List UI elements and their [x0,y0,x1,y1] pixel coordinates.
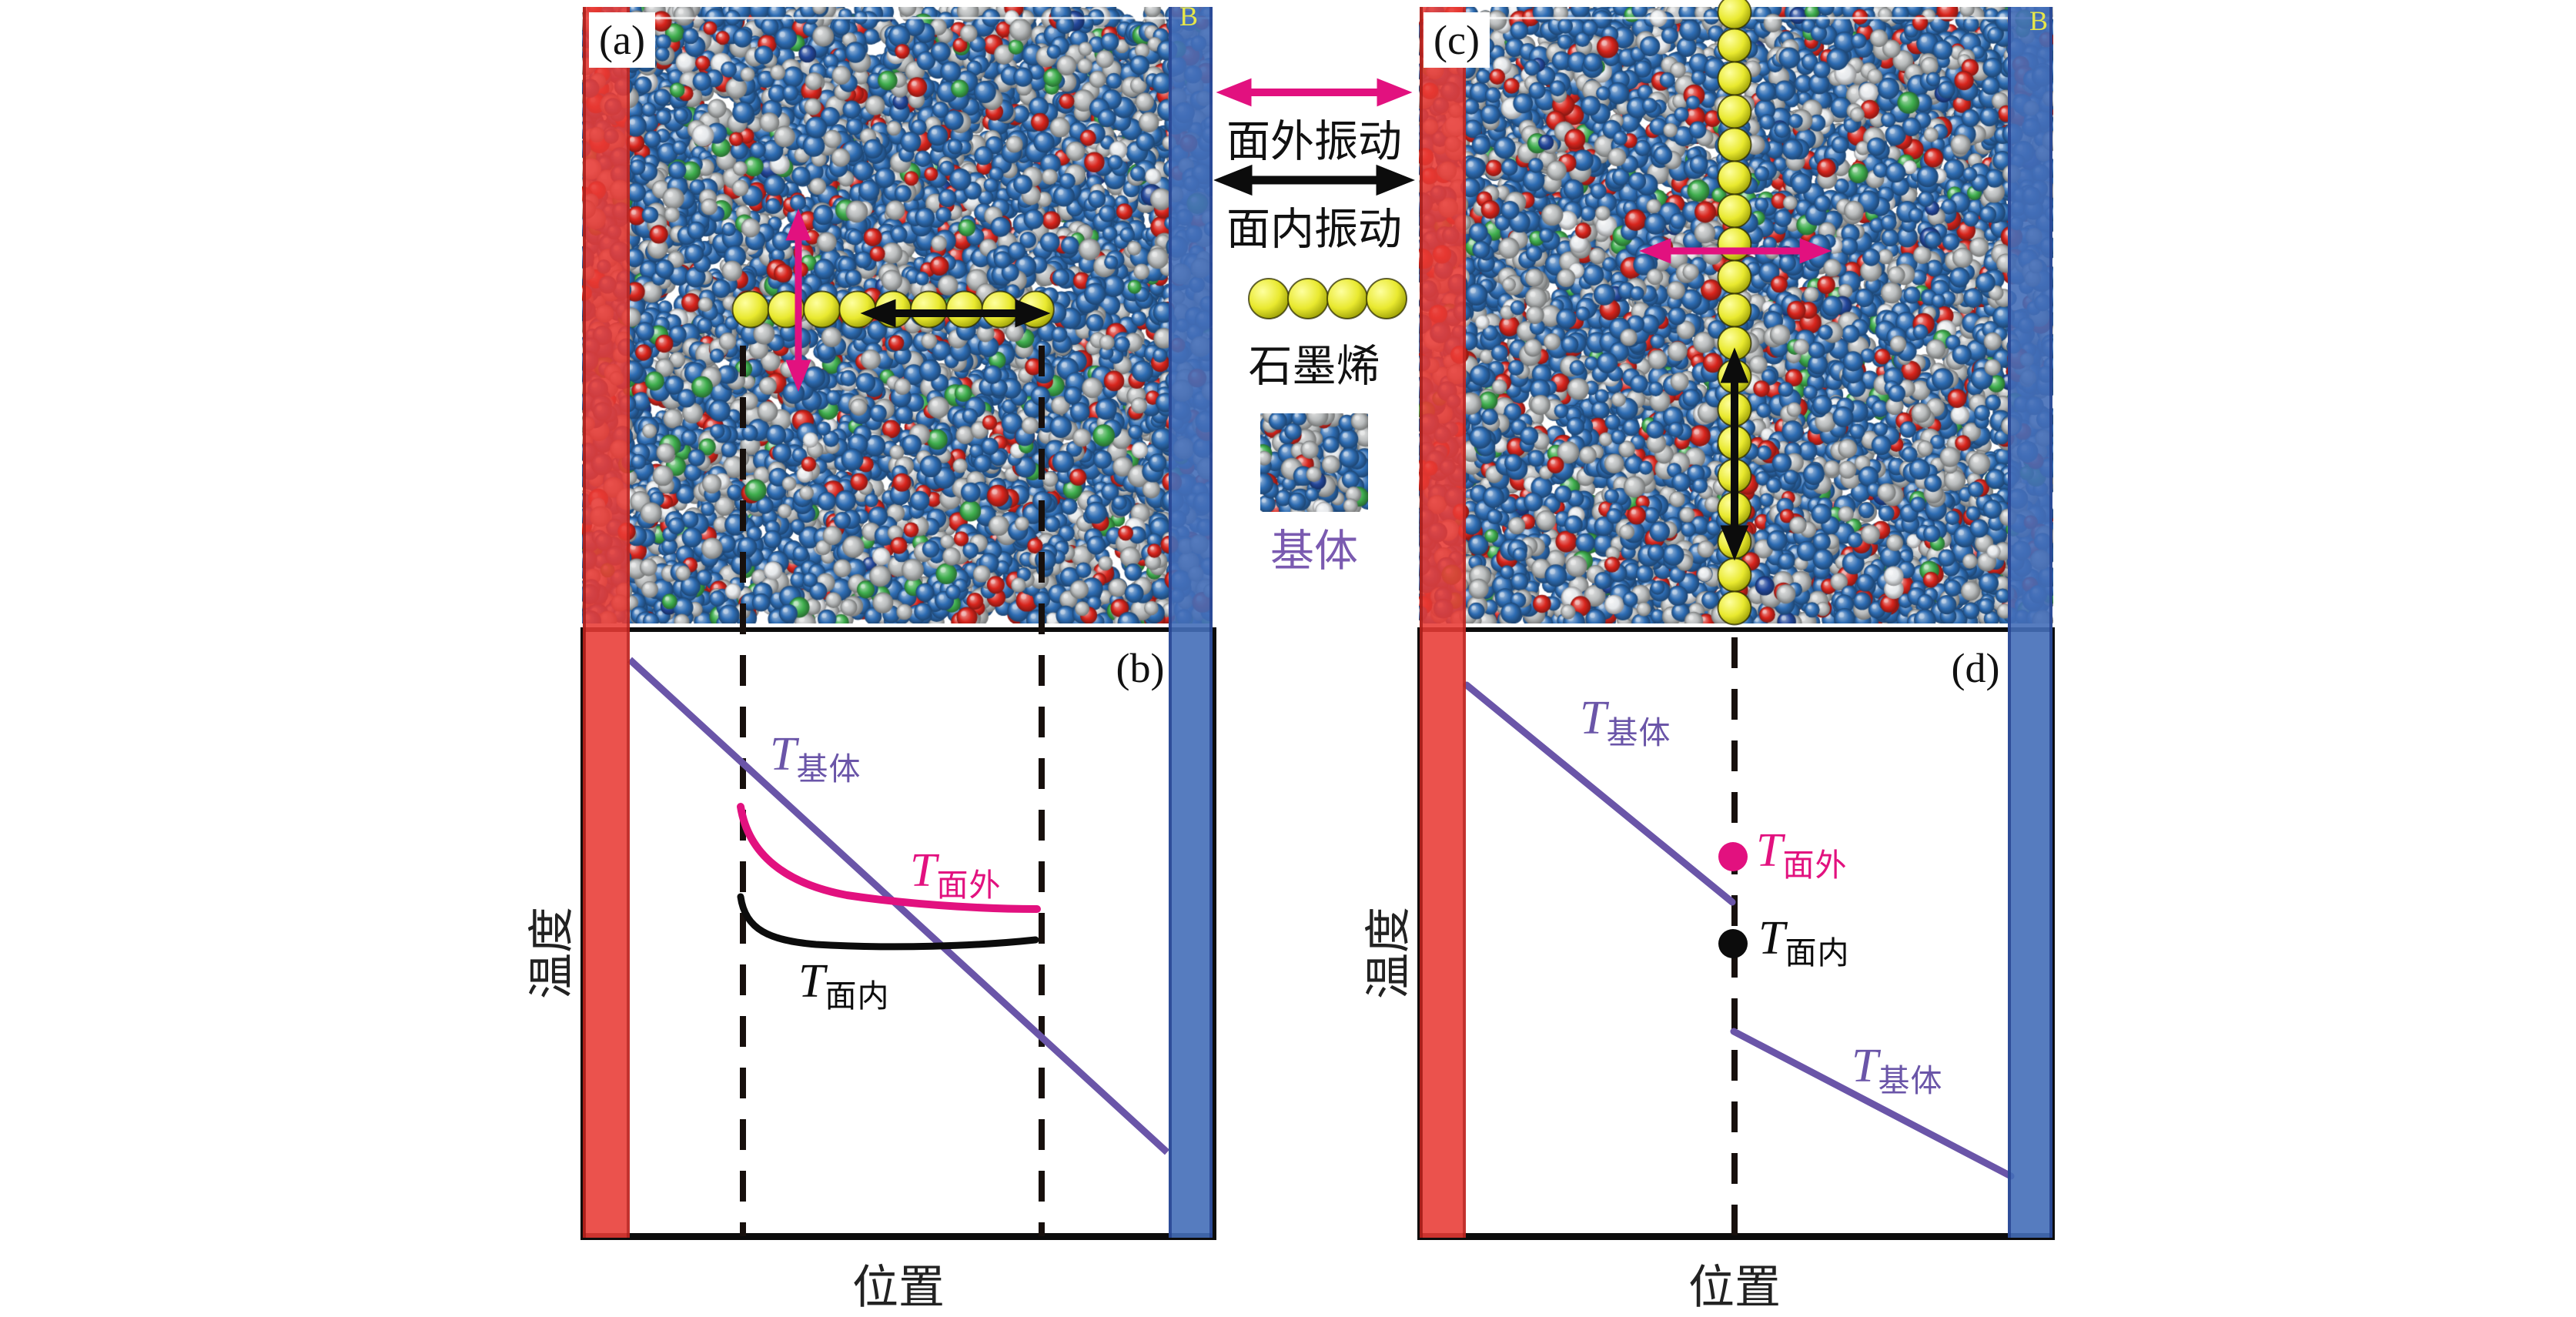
curve-label-matrix-d-hot: T基体 [1580,691,1671,750]
graphene-atom [1717,28,1752,63]
y-axis-label-b: 温度 [527,907,577,999]
graphene-atom [1287,278,1329,319]
label-T: T [1756,824,1783,877]
label-sub-in-plane: 面内 [825,978,890,1014]
graphene-atom [1717,94,1752,129]
graphene-atom [1717,0,1752,30]
label-sub-matrix: 基体 [796,751,861,787]
label-sub-out-of-plane: 面外 [936,867,1002,903]
label-sub-in-plane: 面内 [1785,935,1850,971]
label-T: T [1580,692,1607,744]
legend-in-plane-label: 面内振动 [1226,206,1402,254]
panel-label-a: (a) [589,12,655,68]
curve-label-in-plane-d: T面内 [1758,911,1849,971]
label-sub-out-of-plane: 面外 [1782,847,1848,883]
label-T: T [910,844,937,897]
graphene-atom [1326,278,1368,319]
legend-out-of-plane-label: 面外振动 [1226,118,1402,166]
label-T: T [1758,912,1785,964]
panel-label-d: (d) [1951,645,2000,691]
y-axis-label-d: 温度 [1363,907,1414,999]
graphene-atom [1717,590,1752,626]
matrix-temperature-line-d-cold-side [1730,1028,2015,1180]
graphene-legend-spheres [1248,278,1407,319]
box-corner-marker-c: B [2029,5,2049,36]
out-of-plane-temperature-curve-b [737,803,1041,913]
graphene-atom [838,290,877,329]
graphene-atom [1366,278,1407,319]
box-corner-marker-a: B [1179,1,1199,32]
curve-label-matrix-d-cold: T基体 [1852,1039,1942,1098]
cold-bath-bar-left-column [1169,7,1213,1238]
panel-label-c: (c) [1423,12,1490,68]
graphene-atom [1717,326,1752,361]
label-T: T [1852,1040,1878,1092]
graphene-atom [1717,160,1752,196]
legend-graphene-label: 石墨烯 [1248,343,1380,391]
curve-label-in-plane-b: T面内 [798,954,889,1014]
legend-matrix-label: 基体 [1270,527,1358,576]
label-T: T [798,955,825,1008]
in-plane-temperature-dot-d [1718,929,1748,958]
graphene-atom [1717,127,1752,162]
matrix-temperature-line-d-hot-side [1463,681,1736,906]
graphene-atom [731,290,770,329]
graphene-atom [1717,226,1752,262]
hot-bath-bar-left-column [583,7,630,1238]
out-of-plane-temperature-dot-d [1718,842,1748,871]
temperature-plot-box-b [580,627,1216,1240]
curve-label-out-of-plane-d: T面外 [1756,824,1847,883]
panel-label-b: (b) [1116,645,1165,691]
hot-bath-bar-right-column [1420,7,1466,1238]
graphene-atom [1248,278,1290,319]
graphene-atom [1717,61,1752,96]
graphene-atom [1717,292,1752,328]
curve-label-out-of-plane-b: T面外 [910,844,1001,903]
graphene-atom [803,290,841,329]
x-axis-label-d: 位置 [1688,1262,1781,1313]
graphene-atom [1717,259,1752,295]
matrix-legend-swatch [1260,413,1368,512]
matrix-temperature-line-b [627,657,1170,1155]
in-plane-temperature-curve-b [737,893,1039,951]
label-sub-matrix: 基体 [1606,715,1671,750]
label-T: T [770,728,797,781]
curve-label-matrix-b: T基体 [770,727,861,787]
cold-bath-bar-right-column [2008,7,2052,1238]
x-axis-label-b: 位置 [852,1262,945,1313]
label-sub-matrix: 基体 [1878,1063,1943,1098]
graphene-atom [1717,193,1752,229]
graphene-atom [1717,557,1752,593]
